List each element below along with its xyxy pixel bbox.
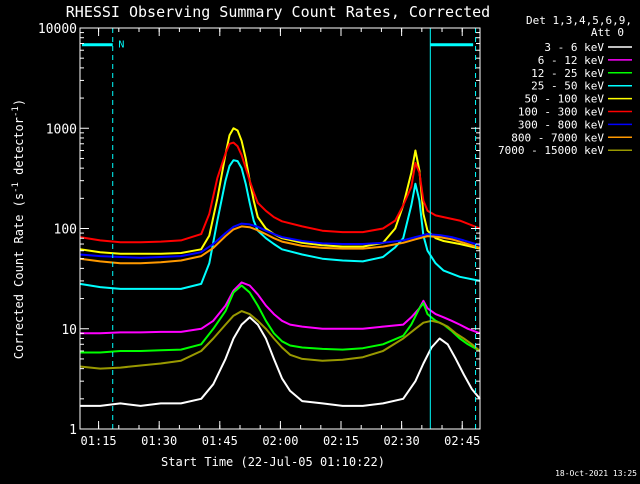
series-line-3 bbox=[80, 284, 481, 354]
x-tick-label: 01:30 bbox=[141, 434, 177, 448]
series-line-4 bbox=[79, 159, 481, 290]
legend-header-line: Det 1,3,4,5,6,9, bbox=[526, 14, 632, 27]
y-axis-label-exponent: -1 bbox=[11, 106, 21, 117]
series-line-8 bbox=[79, 225, 481, 265]
y-tick-label: 100 bbox=[54, 223, 77, 238]
legend-label-6: 100 - 300 keV bbox=[518, 106, 604, 119]
legend-label-1: 3 - 6 keV bbox=[544, 41, 604, 54]
x-axis: 01:15 01:30 01:45 02:00 02:15 02:30 02:45 bbox=[81, 28, 480, 448]
legend-label-5: 50 - 100 keV bbox=[525, 93, 605, 106]
legend-label-3: 12 - 25 keV bbox=[531, 67, 604, 80]
legend-label-2: 6 - 12 keV bbox=[538, 54, 605, 67]
y-tick-label: 1 bbox=[69, 423, 77, 438]
series-line-7 bbox=[79, 222, 481, 259]
legend-label-7: 300 - 800 keV bbox=[518, 118, 604, 131]
x-axis-label: Start Time (22-Jul-05 01:10:22) bbox=[161, 455, 385, 469]
legend-header-line: Att 0 bbox=[591, 26, 624, 39]
series-line-1 bbox=[80, 316, 481, 407]
y-axis-label-part: ) bbox=[12, 99, 26, 106]
chart-title: RHESSI Observing Summary Count Rates, Co… bbox=[66, 3, 490, 21]
series-line-2 bbox=[80, 281, 481, 335]
x-tick-label: 02:15 bbox=[323, 434, 359, 448]
legend-label-9: 7000 - 15000 keV bbox=[498, 144, 604, 157]
y-axis-label-part: Corrected Count Rate (s bbox=[12, 193, 26, 359]
y-axis-label-part: detector bbox=[12, 117, 26, 182]
legend-label-8: 800 - 7000 keV bbox=[511, 131, 604, 144]
y-tick-label: 10 bbox=[61, 323, 77, 338]
series-line-9 bbox=[79, 310, 481, 370]
x-tick-label: 02:30 bbox=[384, 434, 420, 448]
timestamp: 18-Oct-2021 13:25 bbox=[555, 469, 637, 478]
y-axis: 1 10 100 1000 10000 bbox=[38, 22, 480, 438]
legend-label-4: 25 - 50 keV bbox=[531, 80, 604, 93]
series-group bbox=[79, 127, 481, 407]
y-tick-label: 10000 bbox=[38, 22, 77, 37]
series-line-6 bbox=[79, 141, 481, 244]
y-axis-label: Corrected Count Rate (s-1 detector-1) bbox=[11, 99, 26, 359]
y-tick-label: 1000 bbox=[46, 122, 77, 137]
x-tick-label: 01:15 bbox=[81, 434, 117, 448]
x-tick-label: 02:45 bbox=[444, 434, 480, 448]
y-axis-label-exponent: -1 bbox=[11, 182, 21, 193]
annotation-label: N bbox=[118, 40, 124, 51]
x-tick-label: 01:45 bbox=[202, 434, 238, 448]
x-tick-label: 02:00 bbox=[262, 434, 298, 448]
